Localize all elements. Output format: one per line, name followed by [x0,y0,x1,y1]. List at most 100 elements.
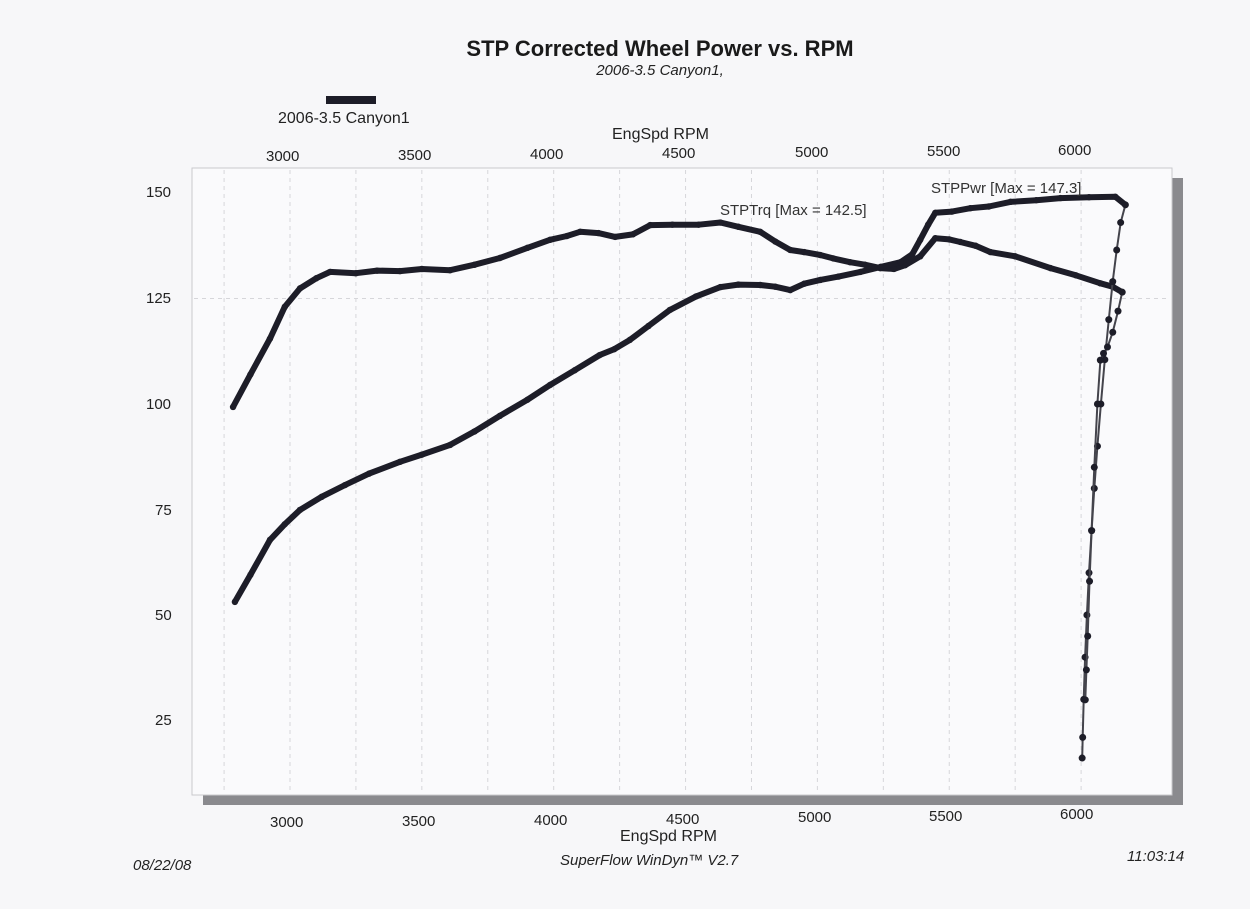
series-line-stppwr [231,193,1129,605]
x-tick-top-5500: 5500 [927,143,961,160]
y-tick-100: 100 [146,396,172,413]
x-axis-title-bottom: EngSpd RPM [620,828,717,845]
data-point-stppwr-37 [948,208,956,215]
data-point-stppwr-0 [231,598,239,606]
x-tick-top-3000: 3000 [266,148,300,165]
data-point-stppwr-29 [835,273,842,280]
data-point-stptrq-3 [281,303,288,311]
data-point-stppwr-28 [817,276,824,284]
data-point-stptrq-8 [373,267,381,274]
x-tick-top-5000: 5000 [795,144,829,161]
data-point-stppwr-9 [418,451,426,458]
y-tick-25: 25 [155,712,172,729]
x-tick-top-6000: 6000 [1058,142,1092,159]
x-tick-top-4000: 4000 [530,146,564,163]
data-point-stptrq-6 [326,268,334,276]
data-point-stppwr-coast-down-15 [1078,754,1086,762]
data-point-stppwr-22 [717,283,724,291]
data-point-stppwr-38 [967,204,974,212]
data-point-stptrq-28 [787,246,794,254]
data-point-stptrq-33 [861,261,869,268]
data-point-stppwr-15 [571,367,578,374]
data-point-stptrq-2 [266,335,274,342]
data-point-stppwr-18 [626,336,634,344]
x-tick-bottom-3500: 3500 [402,813,436,830]
data-point-stptrq-22 [669,221,676,228]
data-point-stptrq-7 [352,269,360,277]
data-point-stppwr-14 [546,381,554,389]
data-point-stptrq-18 [595,229,602,237]
data-point-stptrq-24 [717,219,724,226]
data-point-stptrq-42 [987,248,994,256]
data-point-stptrq-19 [611,233,619,241]
data-point-stppwr-21 [692,293,700,300]
data-point-stppwr-3 [281,521,288,528]
data-point-stptrq-39 [946,236,953,243]
data-point-stptrq-44 [1047,264,1054,272]
data-point-stppwr-32 [897,259,904,266]
data-point-stptrq-20 [629,231,637,238]
data-point-stptrq-coast-down-0 [1118,288,1126,296]
data-point-stppwr-coast-down-4 [1105,316,1113,324]
data-point-stppwr-2 [266,536,274,544]
data-point-stptrq-16 [563,232,571,240]
y-tick-75: 75 [155,502,172,519]
legend-label: 2006-3.5 Canyon1 [278,110,410,127]
data-point-stppwr-coast-down-0 [1121,201,1129,209]
data-point-stptrq-9 [396,267,404,275]
data-point-stppwr-12 [496,412,504,420]
data-point-stppwr-44 [1112,193,1119,200]
y-tick-50: 50 [155,607,172,624]
data-point-stppwr-4 [296,506,304,514]
data-point-stppwr-43 [1085,194,1093,201]
data-point-stptrq-0 [229,403,237,411]
data-point-stptrq-23 [695,221,702,228]
data-point-stptrq-11 [446,267,454,274]
data-point-stptrq-43 [1011,253,1019,260]
data-point-stptrq-13 [496,254,504,262]
data-point-stptrq-15 [546,236,554,244]
data-point-stptrq-coast-down-1 [1114,307,1122,315]
data-point-stptrq-14 [524,244,531,252]
data-point-stptrq-30 [817,251,824,259]
footer-date: 08/22/08 [133,857,192,874]
data-point-stppwr-42 [1057,194,1064,202]
data-point-stppwr-40 [1007,198,1014,206]
data-point-stptrq-coast-down-8 [1088,527,1096,535]
data-point-stptrq-32 [846,259,854,266]
data-point-stptrq-45 [1072,272,1080,279]
legend-swatch [326,96,376,104]
data-point-stppwr-1 [247,571,254,579]
data-point-stptrq-26 [756,228,764,236]
data-point-stppwr-19 [645,322,652,330]
data-point-stptrq-10 [418,265,426,273]
data-point-stppwr-13 [524,396,531,403]
data-point-stptrq-21 [647,221,654,229]
data-point-stppwr-24 [756,281,764,289]
grid-lines [194,170,1170,793]
data-point-stptrq-40 [957,238,964,246]
data-point-stptrq-coast-down-5 [1096,356,1104,364]
data-point-stppwr-17 [611,345,618,353]
footer-time: 11:03:14 [1127,848,1185,865]
data-point-stptrq-38 [932,234,939,242]
data-point-stppwr-coast-down-2 [1113,246,1121,254]
data-point-stptrq-29 [801,248,808,256]
data-point-stptrq-12 [471,261,478,268]
x-tick-bottom-6000: 6000 [1060,806,1094,823]
x-tick-bottom-4500: 4500 [666,811,700,828]
annotation-pwr: STPPwr [Max = 147.3] [931,180,1081,197]
chart-title: STP Corrected Wheel Power vs. RPM [466,36,854,61]
frame-shadow-right [1172,178,1183,805]
data-point-stppwr-7 [365,470,373,477]
data-point-stptrq-4 [296,285,304,292]
data-point-stptrq-coast-down-11 [1082,666,1090,674]
data-point-stppwr-11 [471,428,478,435]
data-point-stptrq-46 [1097,280,1104,287]
data-point-stppwr-33 [909,250,916,258]
data-point-stppwr-5 [318,493,325,501]
data-point-stppwr-23 [735,281,742,288]
data-point-stptrq-5 [313,275,320,282]
x-axis-title-top: EngSpd RPM [612,126,709,143]
data-point-stppwr-8 [396,458,404,466]
